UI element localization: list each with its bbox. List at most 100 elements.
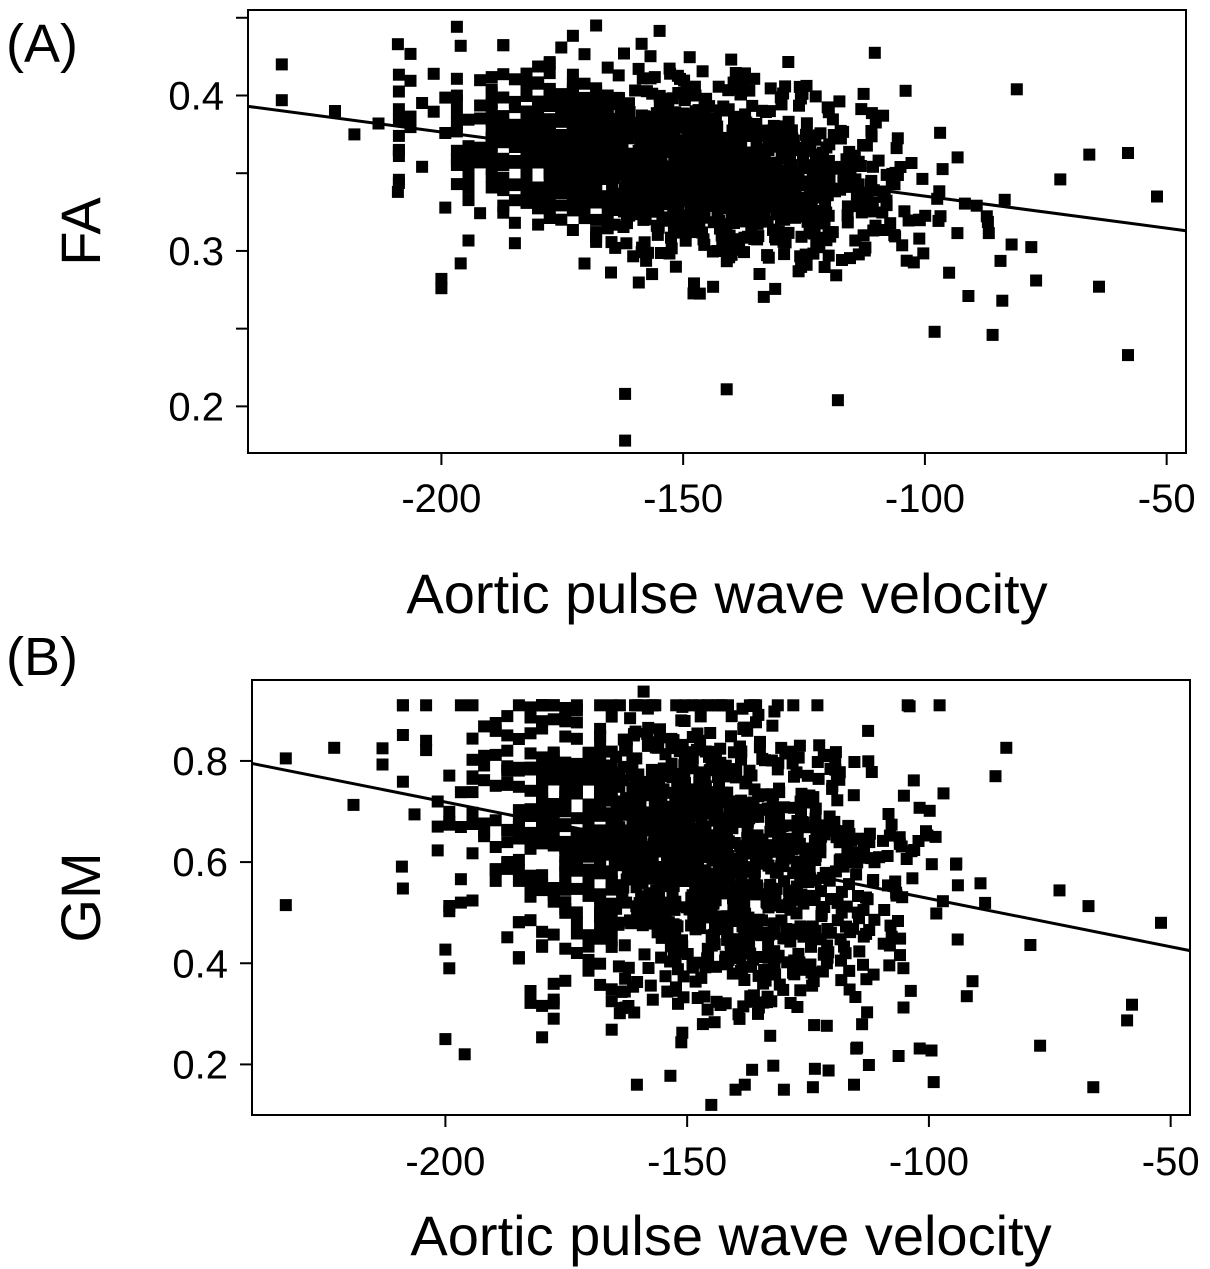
- data-point: [684, 51, 696, 63]
- data-point: [583, 941, 595, 953]
- data-point: [590, 163, 602, 175]
- data-point: [829, 764, 841, 776]
- data-point: [536, 774, 548, 786]
- data-point: [521, 111, 533, 123]
- data-point: [990, 770, 1002, 782]
- data-point: [621, 855, 633, 867]
- data-point-outlier: [377, 759, 389, 771]
- data-point: [898, 1002, 910, 1014]
- data-point: [455, 786, 467, 798]
- data-point-outlier: [1054, 173, 1066, 185]
- data-point: [602, 124, 614, 136]
- data-point: [463, 140, 475, 152]
- data-point: [723, 835, 735, 847]
- data-point: [861, 1006, 873, 1018]
- data-point: [660, 970, 672, 982]
- data-point: [567, 129, 579, 141]
- data-point: [686, 866, 698, 878]
- data-point: [766, 788, 778, 800]
- data-point: [652, 742, 664, 754]
- data-point-outlier: [987, 329, 999, 341]
- data-point: [748, 73, 760, 85]
- data-point: [567, 190, 579, 202]
- y-tick-label: 0.4: [172, 942, 228, 986]
- data-point: [791, 815, 803, 827]
- data-point: [478, 720, 490, 732]
- x-tick-label: -150: [643, 477, 723, 521]
- data-point: [903, 215, 915, 227]
- data-point: [731, 907, 743, 919]
- data-point: [848, 756, 860, 768]
- data-point: [790, 167, 802, 179]
- data-point: [831, 130, 843, 142]
- data-point: [532, 76, 544, 88]
- data-point: [397, 699, 409, 711]
- data-point: [544, 56, 556, 68]
- data-point: [951, 227, 963, 239]
- data-point: [967, 975, 979, 987]
- data-point: [443, 819, 455, 831]
- data-point: [823, 1065, 835, 1077]
- data-point: [619, 939, 631, 951]
- data-point: [877, 835, 889, 847]
- data-point: [843, 965, 855, 977]
- data-point: [995, 255, 1007, 267]
- data-point: [853, 833, 865, 845]
- data-point: [849, 235, 861, 247]
- data-point: [579, 258, 591, 270]
- data-point: [768, 706, 780, 718]
- data-point: [693, 202, 705, 214]
- data-point: [497, 183, 509, 195]
- data-point: [555, 88, 567, 100]
- data-point: [766, 720, 778, 732]
- data-point: [809, 134, 821, 146]
- data-point: [536, 699, 548, 711]
- data-point-outlier: [1121, 1014, 1133, 1026]
- data-point: [602, 222, 614, 234]
- data-point: [961, 990, 973, 1002]
- data-point: [467, 770, 479, 782]
- data-point-outlier: [929, 326, 941, 338]
- data-point: [816, 908, 828, 920]
- data-point: [773, 813, 785, 825]
- data-point: [952, 151, 964, 163]
- data-point: [661, 986, 673, 998]
- y-axis-label-b: GM: [49, 852, 112, 942]
- data-point-outlier: [1034, 1040, 1046, 1052]
- data-point: [748, 233, 760, 245]
- data-point: [509, 73, 521, 85]
- data-point: [830, 269, 842, 281]
- data-point: [894, 831, 906, 843]
- data-point: [856, 206, 868, 218]
- data-point: [416, 97, 428, 109]
- data-point: [824, 811, 836, 823]
- data-point: [782, 56, 794, 68]
- data-point: [654, 25, 666, 37]
- data-point: [692, 992, 704, 1004]
- data-point: [455, 873, 467, 885]
- data-point: [758, 291, 770, 303]
- data-point: [509, 155, 521, 167]
- data-point: [474, 74, 486, 86]
- scatter-points-b: [280, 686, 1167, 1111]
- data-point: [772, 763, 784, 775]
- data-point: [420, 699, 432, 711]
- x-tick-label: -50: [1142, 1140, 1200, 1184]
- data-point: [866, 130, 878, 142]
- data-point: [906, 872, 918, 884]
- data-point: [684, 903, 696, 915]
- data-point: [808, 975, 820, 987]
- data-point: [707, 281, 719, 293]
- y-tick-label: 0.4: [168, 74, 224, 118]
- data-point: [738, 974, 750, 986]
- data-point-outlier: [439, 1033, 451, 1045]
- data-point: [669, 948, 681, 960]
- data-point: [536, 1031, 548, 1043]
- data-point: [685, 167, 697, 179]
- data-point: [848, 789, 860, 801]
- data-point: [594, 908, 606, 920]
- data-point: [619, 185, 631, 197]
- data-point: [652, 229, 664, 241]
- data-point: [439, 92, 451, 104]
- data-point: [490, 749, 502, 761]
